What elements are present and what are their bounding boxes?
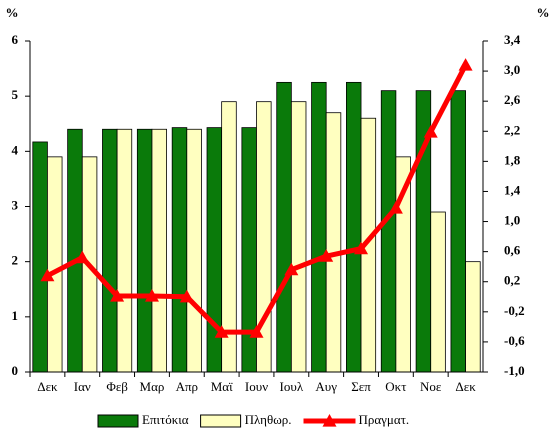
x-tick-label: Σεπ [351, 379, 371, 394]
y2-axis-label: % [537, 5, 550, 20]
y2-tick-label: -1,0 [504, 363, 525, 378]
y2-tick-label: 0,6 [504, 243, 521, 258]
y-axis-label: % [6, 5, 19, 20]
x-tick-label: Ιουν [245, 379, 268, 394]
bar [276, 81, 292, 373]
bar [171, 127, 188, 373]
marker [179, 289, 194, 303]
x-tick-label: Δεκ [455, 379, 476, 394]
legend-key [322, 414, 337, 427]
bar [311, 81, 327, 373]
legend-label: Επιτόκια [142, 412, 189, 427]
x-tick-label: Ιαν [74, 379, 91, 394]
bar [450, 90, 466, 373]
bar [116, 128, 133, 373]
y-tick-label: 2 [12, 253, 19, 268]
bar [290, 101, 307, 373]
x-tick-label: Ιουλ [280, 379, 304, 394]
x-tick-label: Νοε [420, 379, 442, 394]
x-tick-label: Μαρ [140, 379, 165, 394]
bar [346, 81, 362, 373]
y2-tick-label: 2,6 [504, 92, 521, 107]
bar [430, 211, 446, 373]
y-tick-label: 5 [12, 87, 19, 102]
y-tick-label: 3 [12, 197, 19, 212]
bar [465, 261, 481, 373]
y2-tick-label: 2,2 [504, 122, 520, 137]
bar [325, 112, 342, 373]
marker [388, 201, 403, 214]
bar [136, 128, 153, 373]
marker [249, 325, 264, 338]
bar [151, 128, 167, 373]
x-tick-label: Οκτ [385, 379, 406, 394]
marker [319, 249, 334, 262]
legend-key [200, 414, 242, 428]
y-tick-label: 4 [12, 142, 19, 157]
bar [32, 141, 48, 373]
y-tick-label: 0 [12, 363, 19, 378]
bar [67, 128, 83, 373]
y2-tick-label: 1,4 [504, 182, 521, 197]
y2-tick-label: 1,8 [504, 152, 521, 167]
y2-tick-label: 3,0 [504, 62, 520, 77]
y-tick-label: 6 [12, 32, 19, 47]
x-tick-label: Απρ [176, 379, 198, 394]
marker [423, 125, 438, 138]
bar [47, 156, 63, 373]
y2-tick-label: -0,6 [504, 333, 525, 348]
y2-tick-label: 3,4 [504, 32, 521, 47]
x-tick-label: Αυγ [315, 379, 337, 394]
marker [40, 268, 55, 282]
legend-label: Πληθωρ. [245, 412, 292, 427]
y2-tick-label: -0,2 [504, 303, 525, 318]
legend-label: Πραγματ. [359, 412, 410, 427]
y2-tick-label: 1,0 [504, 213, 520, 228]
marker [458, 58, 473, 71]
y2-tick-label: 0,2 [504, 273, 520, 288]
bar [102, 128, 118, 373]
marker [110, 289, 125, 302]
x-tick-label: Μαϊ [211, 379, 233, 394]
marker [354, 241, 369, 255]
marker [75, 250, 90, 264]
x-tick-label: Φεβ [106, 379, 128, 394]
bar [186, 128, 202, 373]
bar [380, 90, 397, 373]
legend-key [97, 414, 139, 428]
marker [214, 325, 229, 338]
marker [284, 262, 299, 276]
marker [144, 289, 159, 302]
x-tick-label: Δεκ [37, 379, 58, 394]
y-tick-label: 1 [12, 308, 19, 323]
